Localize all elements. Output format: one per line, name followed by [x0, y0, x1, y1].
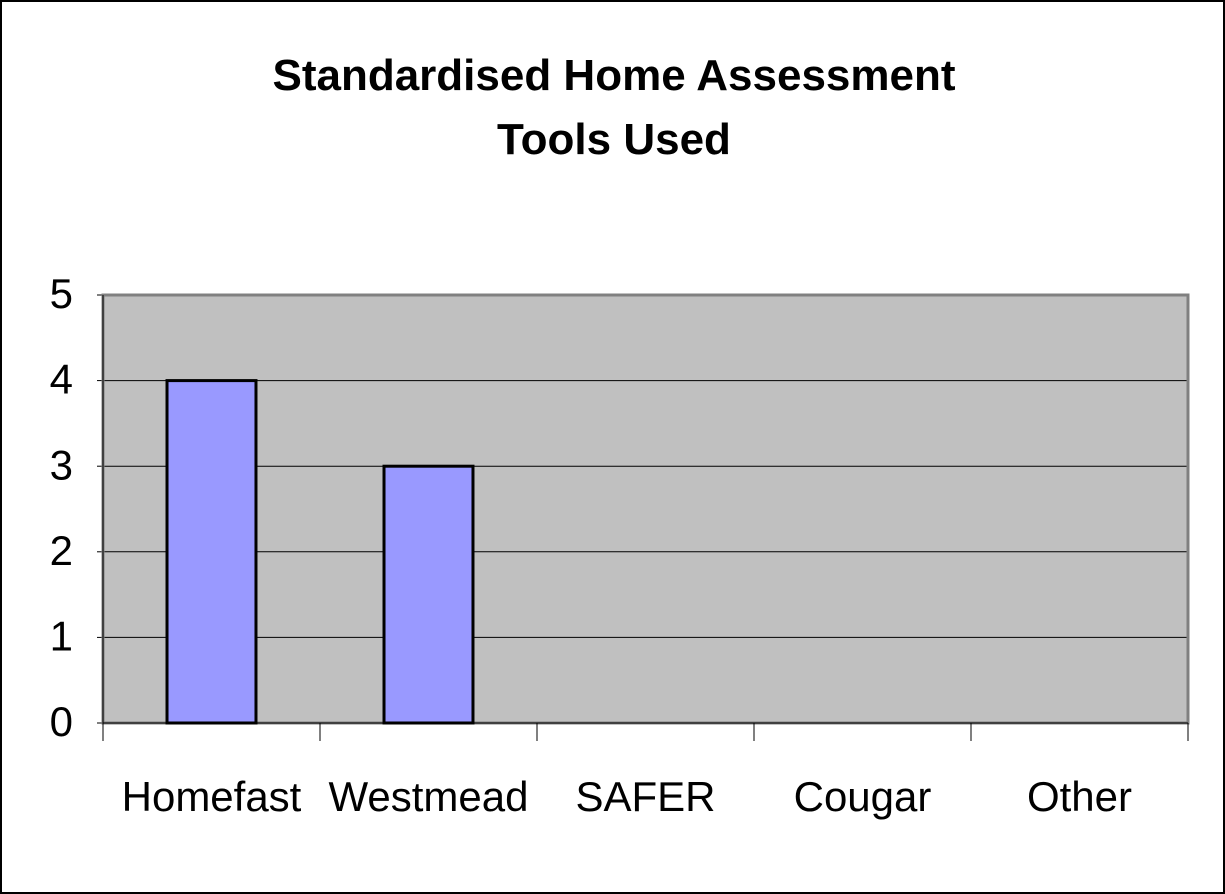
- y-tick-label: 2: [50, 527, 73, 574]
- y-tick-label: 0: [50, 698, 73, 745]
- x-tick-label: Homefast: [122, 773, 302, 820]
- chart-title: Standardised Home Assessment Tools Used: [272, 51, 956, 164]
- x-tick-label: Other: [1027, 773, 1132, 820]
- y-tick-label: 5: [50, 270, 73, 317]
- y-tick-label: 4: [50, 356, 73, 403]
- x-tick-label: Westmead: [329, 773, 529, 820]
- bar: [382, 464, 475, 725]
- bar: [165, 379, 258, 725]
- x-tick-label: Cougar: [794, 773, 932, 820]
- x-tick-label: SAFER: [575, 773, 715, 820]
- plot-area: [103, 295, 1188, 723]
- y-tick-label: 1: [50, 612, 73, 659]
- y-tick-label: 3: [50, 441, 73, 488]
